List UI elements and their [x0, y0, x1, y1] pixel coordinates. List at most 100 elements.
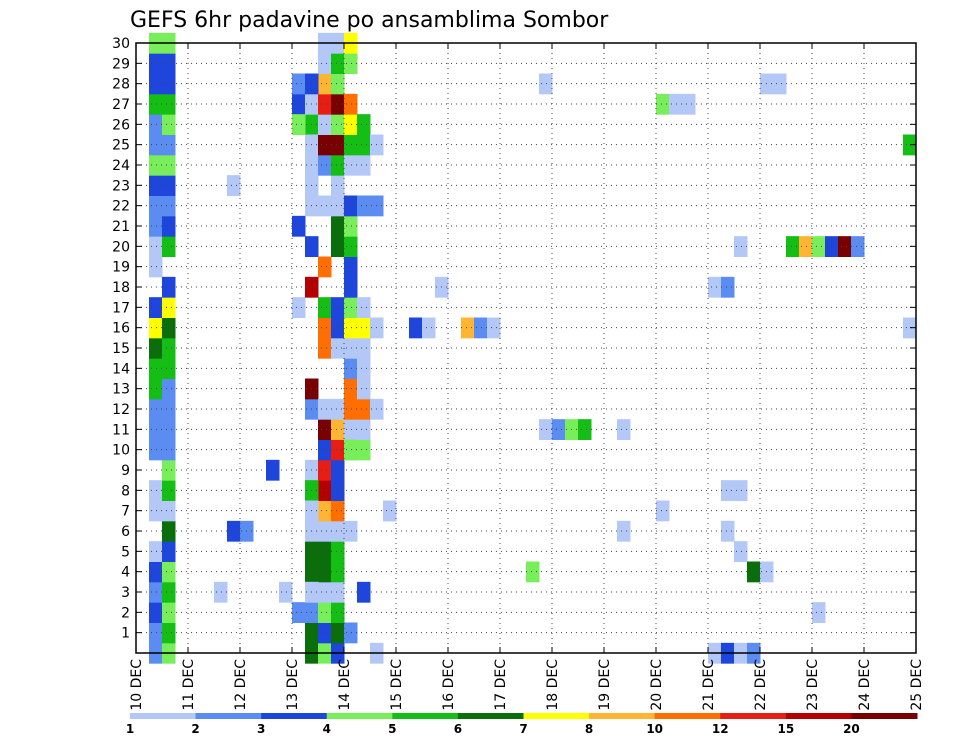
heatmap-cell — [266, 459, 280, 481]
heatmap-cell — [357, 297, 371, 318]
legend-label: 2 — [191, 722, 199, 736]
heatmap-cell — [162, 520, 176, 542]
heatmap-cell — [292, 297, 306, 318]
y-tick-label: 14 — [112, 361, 130, 377]
heatmap-cell — [149, 93, 163, 115]
heatmap-cell — [149, 73, 163, 95]
x-tick-label: 25 DEC — [909, 659, 925, 711]
heatmap-cell — [162, 480, 176, 501]
heatmap-cell — [344, 53, 358, 74]
heatmap-cell — [162, 93, 176, 115]
heatmap-cell — [318, 195, 332, 217]
heatmap-cell — [487, 317, 501, 339]
heatmap-cell — [331, 500, 345, 522]
heatmap-cell — [331, 602, 345, 623]
heatmap-cell — [344, 439, 358, 461]
y-tick-label: 9 — [121, 463, 130, 479]
heatmap-cell — [617, 520, 631, 542]
heatmap-cell — [162, 53, 176, 74]
heatmap-cell — [318, 541, 332, 562]
heatmap-cell — [331, 622, 345, 644]
heatmap-cell — [344, 622, 358, 644]
x-tick-label: 14 DEC — [337, 659, 353, 711]
heatmap-cell — [149, 195, 163, 217]
y-tick-label: 12 — [112, 402, 130, 418]
heatmap-cell — [721, 480, 735, 501]
y-tick-label: 29 — [112, 56, 130, 72]
heatmap-cell — [331, 480, 345, 501]
heatmap-cell — [331, 93, 345, 115]
heatmap-cell — [734, 480, 748, 501]
x-tick-label: 20 DEC — [649, 659, 665, 711]
heatmap-cell — [331, 398, 345, 420]
heatmap-cell — [162, 134, 176, 156]
heatmap-cell — [149, 256, 163, 278]
heatmap-cell — [149, 154, 163, 176]
heatmap-cell — [318, 256, 332, 278]
legend-label: 10 — [646, 722, 663, 736]
x-tick-label: 16 DEC — [441, 659, 457, 711]
heatmap-cell — [344, 419, 358, 440]
heatmap-cell — [149, 622, 163, 644]
heatmap-cell — [149, 541, 163, 562]
y-tick-label: 26 — [112, 117, 130, 133]
heatmap-cell — [149, 297, 163, 318]
heatmap-cell — [318, 73, 332, 95]
heatmap-cell — [409, 317, 423, 339]
heatmap-cell — [292, 93, 306, 115]
heatmap-cell — [318, 317, 332, 339]
heatmap-cell — [162, 541, 176, 562]
heatmap-cell — [227, 175, 241, 196]
heatmap-cell — [162, 398, 176, 420]
legend-label: 20 — [843, 722, 860, 736]
heatmap-cell — [357, 419, 371, 440]
heatmap-cell — [162, 581, 176, 603]
heatmap-cell — [318, 459, 332, 481]
heatmap-cell — [318, 581, 332, 603]
heatmap-cell — [292, 602, 306, 623]
heatmap-cell — [812, 602, 826, 623]
heatmap-cell — [331, 317, 345, 339]
heatmap-cell — [383, 500, 397, 522]
x-tick-label: 17 DEC — [493, 659, 509, 711]
heatmap-cell — [149, 215, 163, 237]
heatmap-cell — [669, 93, 683, 115]
y-tick-label: 8 — [121, 483, 130, 499]
heatmap-cell — [331, 439, 345, 461]
x-tick-label: 15 DEC — [389, 659, 405, 711]
heatmap-cell — [344, 215, 358, 237]
heatmap-cell — [526, 561, 540, 583]
y-tick-label: 11 — [112, 422, 130, 438]
heatmap-cell — [344, 154, 358, 176]
heatmap-cell — [903, 134, 917, 156]
heatmap-cell — [461, 317, 475, 339]
x-tick-label: 24 DEC — [857, 659, 873, 711]
heatmap-cell — [318, 419, 332, 440]
heatmap-cell — [149, 317, 163, 339]
y-tick-label: 25 — [112, 138, 130, 154]
legend-swatch — [654, 713, 721, 719]
x-tick-label: 13 DEC — [285, 659, 301, 711]
heatmap-cell — [149, 602, 163, 623]
heatmap-cell — [357, 134, 371, 156]
x-tick-label: 22 DEC — [753, 659, 769, 711]
x-tick-label: 19 DEC — [597, 659, 613, 711]
heatmap-cell — [318, 337, 332, 359]
heatmap-cell — [227, 520, 241, 542]
y-tick-label: 16 — [112, 321, 130, 337]
heatmap-cell — [162, 561, 176, 583]
heatmap-cell — [318, 114, 332, 135]
heatmap-cell — [344, 317, 358, 339]
heatmap-cell — [331, 459, 345, 481]
heatmap-cell — [331, 561, 345, 583]
heatmap-cell — [331, 520, 345, 542]
legend-swatch — [261, 713, 328, 719]
heatmap-cell — [734, 541, 748, 562]
heatmap-cell — [318, 297, 332, 318]
heatmap-cell — [318, 134, 332, 156]
heatmap-cell — [318, 500, 332, 522]
y-tick-label: 3 — [121, 585, 130, 601]
heatmap-cell — [162, 358, 176, 379]
y-tick-label: 10 — [112, 443, 130, 459]
